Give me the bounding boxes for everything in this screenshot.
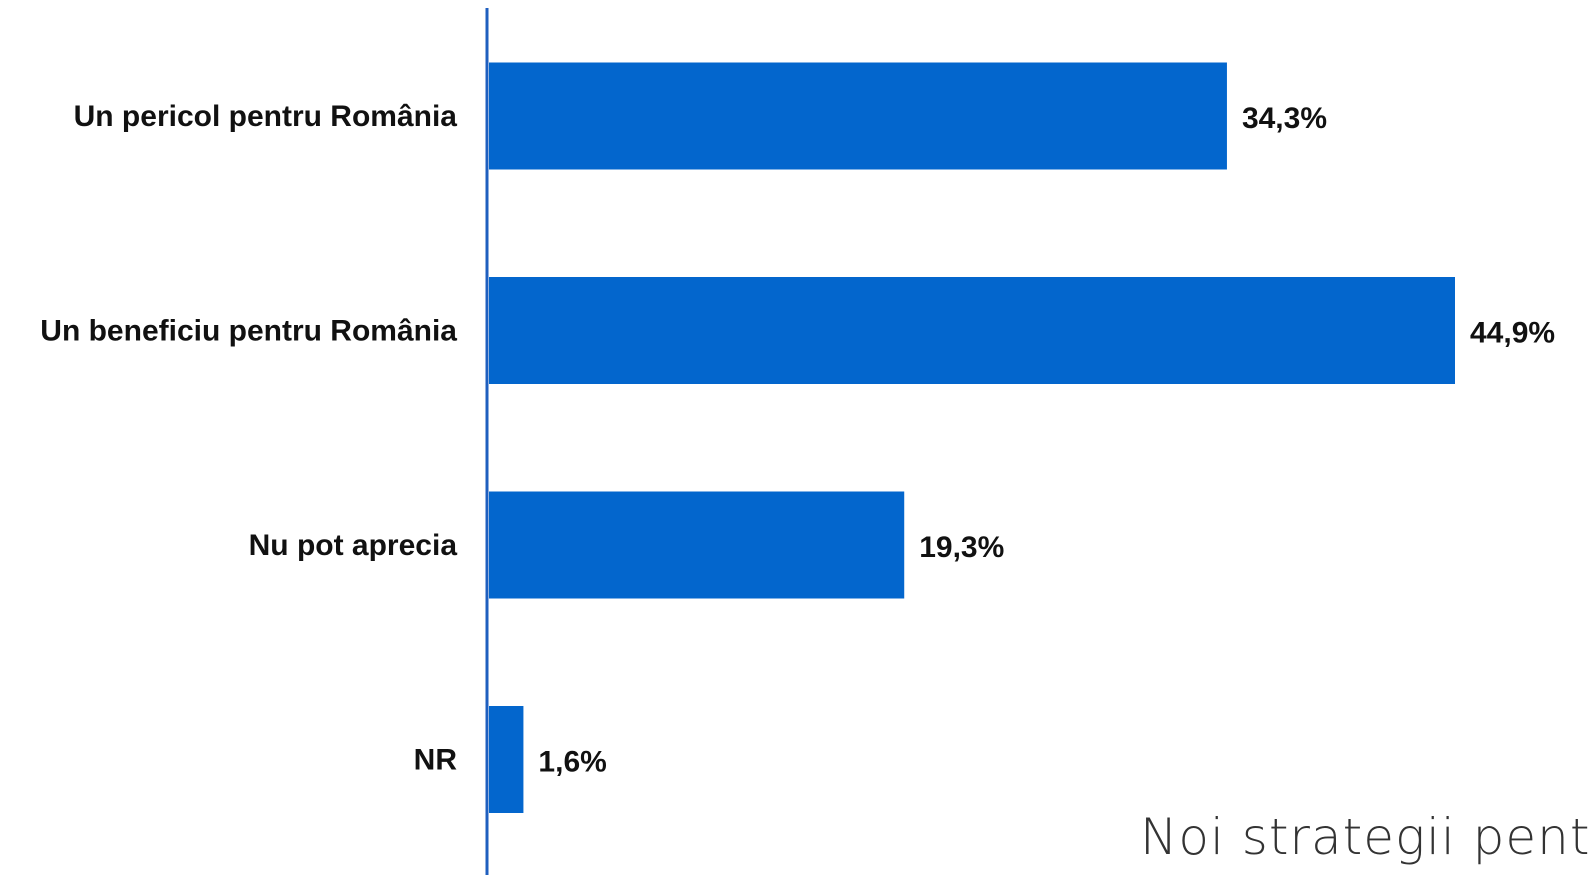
- category-label: Un beneficiu pentru România: [40, 315, 457, 348]
- value-label: 19,3%: [919, 531, 1004, 564]
- bar-2: [489, 491, 905, 599]
- bar-3: [489, 706, 524, 813]
- bar-1: [489, 277, 1455, 384]
- category-label: NR: [414, 744, 458, 777]
- value-labels: 34,3% 44,9% 19,3% 1,6%: [538, 102, 1555, 779]
- bars-group: [489, 62, 1455, 813]
- value-label: 34,3%: [1242, 102, 1327, 135]
- bar-0: [489, 62, 1227, 170]
- category-label: Un pericol pentru România: [74, 100, 458, 133]
- category-label: Nu pot aprecia: [249, 529, 458, 562]
- category-labels: Un pericol pentru România Un beneficiu pe…: [40, 100, 457, 777]
- footer-text: Noi strategii pent: [1140, 808, 1590, 866]
- value-label: 1,6%: [538, 746, 606, 779]
- value-label: 44,9%: [1470, 317, 1555, 350]
